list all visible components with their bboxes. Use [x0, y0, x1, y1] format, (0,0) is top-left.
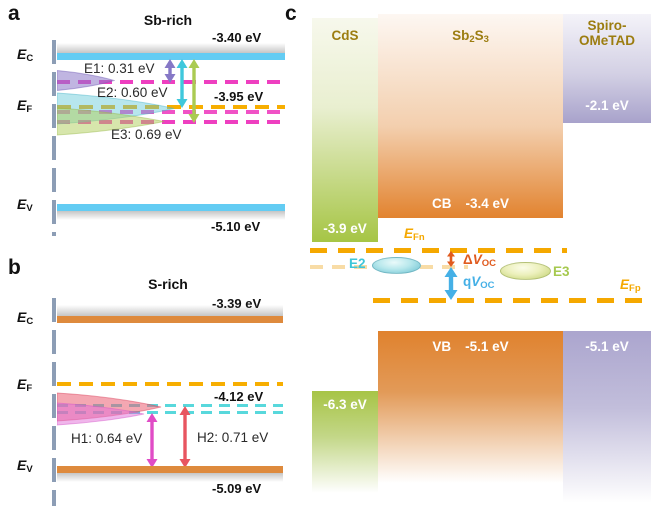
panel-a-ec-axis-label: EC	[17, 46, 34, 64]
panel-b-ev-shadow	[57, 473, 283, 482]
panel-a-ef-line	[57, 105, 285, 109]
panel-a-e1-text: E1: 0.31 eV	[84, 61, 155, 76]
cds-cb-column: CdS -3.9 eV	[312, 18, 378, 242]
panel-a-ec-value: -3.40 eV	[212, 30, 262, 45]
panel-a-ef-axis-label: EF	[17, 97, 33, 115]
efn-label: EFn	[404, 226, 425, 243]
panel-b-label: b	[8, 256, 21, 279]
panel-a-e1-level-line	[57, 80, 285, 84]
panel-a-e3-text: E3: 0.69 eV	[111, 127, 182, 142]
panel-a-e1-arrow	[164, 59, 176, 83]
efp-line	[373, 298, 653, 303]
q-voc-label: qVOC	[463, 274, 495, 291]
spiro-homo-value: -5.1 eV	[585, 339, 629, 354]
panel-b-ec-band	[57, 316, 283, 323]
panel-a-e2-arrow	[176, 59, 188, 108]
sb2s3-cb-column: Sb2S3 CB -3.4 eV	[378, 14, 563, 218]
panel-b-ef-value: -4.12 eV	[214, 389, 264, 404]
panel-b-ec-axis-label: EC	[17, 309, 34, 327]
sb2s3-vb-value: VB -5.1 eV	[432, 339, 509, 354]
panel-c-label: c	[285, 2, 297, 25]
panel-b-h1-level-line	[57, 411, 283, 414]
panel-b-h1-arrow	[146, 413, 158, 468]
e3-trap-label: E3	[553, 264, 570, 279]
panel-b-h2-level-line	[57, 404, 283, 407]
delta-voc-arrow	[447, 251, 455, 267]
panel-a-ev-axis-label: EV	[17, 196, 33, 214]
panel-a-ev-band	[57, 204, 285, 211]
panel-b-ev-band	[57, 466, 283, 473]
sb2s3-name: Sb2S3	[452, 28, 489, 45]
panel-b-axis-line	[52, 298, 56, 506]
cds-vb-value: -6.3 eV	[323, 397, 367, 412]
panel-a-e3-gaussian	[57, 107, 165, 136]
sb2s3-vb-block: VB -5.1 eV	[378, 331, 563, 483]
panel-a-title: Sb-rich	[143, 12, 193, 28]
panel-b-h2-text: H2: 0.71 eV	[197, 430, 269, 445]
panel-a-ev-value: -5.10 eV	[211, 219, 261, 234]
spiro-lumo-value: -2.1 eV	[585, 98, 629, 113]
panel-a-e3-level-line	[57, 120, 285, 124]
panel-b-h2-arrow	[179, 406, 191, 468]
spiro-lumo-column: Spiro- OMeTAD -2.1 eV	[563, 14, 651, 123]
panel-a-e1-gaussian	[57, 70, 115, 91]
sb2s3-cb-value: CB -3.4 eV	[431, 196, 510, 211]
panel-b-title: S-rich	[148, 276, 188, 292]
panel-a-ev-shadow	[57, 211, 285, 220]
panel-a-ec-shadow	[57, 43, 285, 53]
e2-trap-ellipse	[372, 257, 421, 274]
spiro-name: Spiro- OMeTAD	[579, 18, 635, 48]
panel-a-ec-band	[57, 53, 285, 60]
panel-a-e3-arrow	[188, 59, 200, 123]
panel-a-e2-level-line	[57, 110, 285, 114]
delta-voc-label: ΔVOC	[463, 252, 496, 269]
panel-a-e2-text: E2: 0.60 eV	[97, 85, 168, 100]
panel-a-label: a	[8, 2, 20, 25]
panel-a-axis-line	[52, 40, 56, 236]
e3-trap-ellipse	[500, 262, 551, 280]
cds-cb-value: -3.9 eV	[323, 221, 367, 236]
panel-b-ec-shadow	[57, 305, 283, 316]
efn-line	[310, 248, 567, 253]
panel-b-ef-axis-label: EF	[17, 376, 33, 394]
panel-b-ev-value: -5.09 eV	[212, 481, 262, 496]
panel-b-ev-axis-label: EV	[17, 457, 33, 475]
spiro-homo-block: -5.1 eV	[563, 331, 651, 503]
panel-a-ef-value: -3.95 eV	[214, 89, 264, 104]
cds-vb-block: -6.3 eV	[312, 391, 378, 493]
cds-name: CdS	[331, 28, 359, 43]
panel-b-ef-line	[57, 382, 283, 386]
efp-label: EFp	[620, 277, 641, 294]
panel-b-h1-gaussian	[57, 402, 145, 426]
e2-trap-label: E2	[349, 256, 366, 271]
q-voc-arrow	[444, 267, 458, 300]
panel-b-h1-text: H1: 0.64 eV	[71, 431, 143, 446]
